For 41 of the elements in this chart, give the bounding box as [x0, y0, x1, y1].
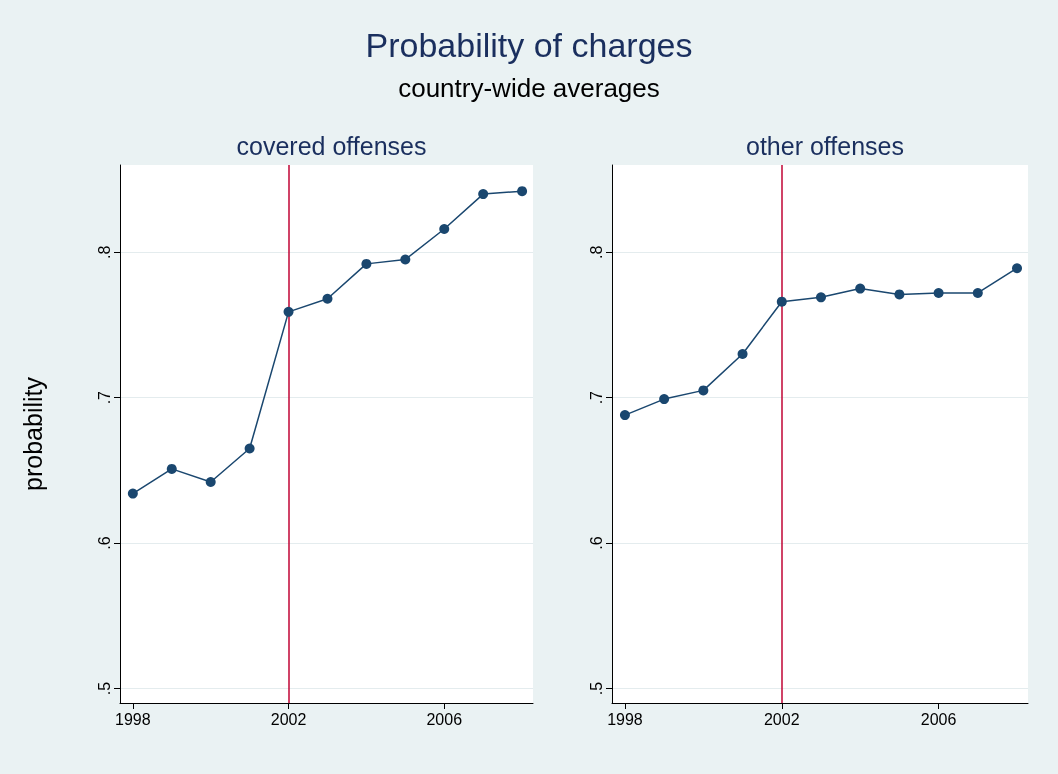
- point: [322, 293, 333, 304]
- chart-title: covered offenses: [236, 131, 427, 160]
- x-tick-label: 2002: [763, 710, 800, 728]
- y-axis-title: probability: [18, 376, 47, 491]
- point: [659, 394, 670, 405]
- y-tick-label: .8: [587, 245, 605, 259]
- x-tick-label: 1998: [115, 710, 151, 728]
- point: [972, 287, 983, 298]
- point: [698, 385, 709, 396]
- point: [400, 254, 411, 265]
- point: [619, 410, 630, 421]
- y-tick-label: .7: [587, 390, 605, 405]
- x-tick-label: 1998: [607, 710, 643, 728]
- text: Probability of charges: [364, 26, 694, 65]
- y-tick-label: .5: [587, 681, 605, 696]
- point: [361, 258, 372, 269]
- point: [478, 189, 489, 200]
- point: [894, 289, 905, 300]
- y-tick-label: .5: [95, 681, 113, 696]
- point: [166, 463, 177, 474]
- point: [244, 443, 255, 454]
- point: [855, 283, 866, 294]
- chart-title: other offenses: [746, 131, 904, 160]
- x-tick-label: 2002: [270, 710, 307, 728]
- point: [283, 306, 294, 317]
- point: [933, 287, 944, 298]
- y-tick-label: .7: [95, 390, 113, 405]
- y-tick-label: .6: [95, 536, 113, 550]
- x-tick-label: 2006: [920, 710, 957, 728]
- point: [127, 488, 138, 499]
- point: [517, 186, 528, 197]
- point: [205, 476, 216, 487]
- point: [776, 296, 787, 307]
- point: [815, 292, 826, 303]
- x-tick-label: 2006: [426, 710, 463, 728]
- point: [1012, 263, 1023, 274]
- point: [737, 349, 748, 360]
- y-tick-label: .8: [95, 245, 113, 259]
- point: [439, 223, 450, 234]
- text: country-wide averages: [397, 73, 661, 104]
- y-tick-label: .6: [587, 536, 605, 550]
